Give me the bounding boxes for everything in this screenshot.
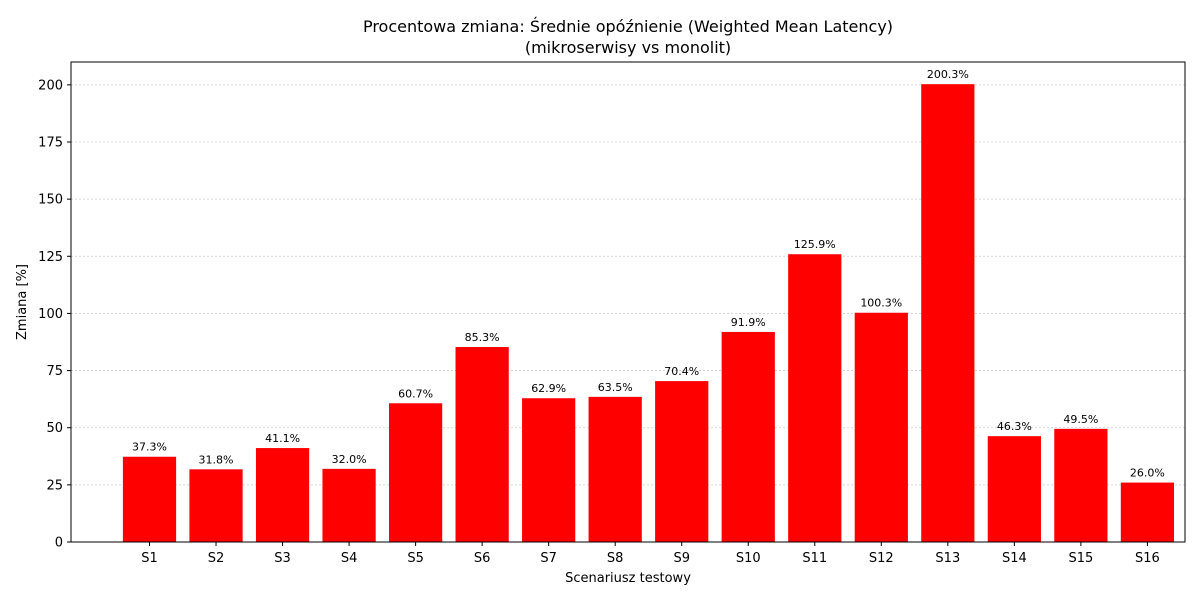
bar-s12 [854, 312, 908, 542]
y-tick-label: 200 [38, 78, 63, 93]
x-tick-label: S16 [1135, 551, 1160, 566]
bar-s15 [1054, 428, 1108, 542]
data-label-s16: 26.0% [1130, 467, 1165, 480]
bar-s5 [389, 403, 443, 542]
bar-s6 [455, 347, 509, 542]
y-tick-label: 25 [46, 478, 63, 493]
x-tick-label: S14 [1002, 551, 1027, 566]
x-tick-label: S12 [869, 551, 894, 566]
data-label-s6: 85.3% [465, 331, 500, 344]
bar-s14 [987, 436, 1041, 542]
data-label-s4: 32.0% [332, 453, 367, 466]
x-axis-ticks: S1 S2 S3 S4 S5 S6 S7 S8 S9 S10 S11 S12 S13 S14 S15 S16 [141, 542, 1160, 566]
x-tick-label: S9 [673, 551, 690, 566]
bar-s13 [921, 84, 975, 543]
x-tick-label: S2 [208, 551, 225, 566]
data-label-s5: 60.7% [398, 387, 433, 400]
x-tick-label: S8 [607, 551, 624, 566]
y-axis-label: Zmiana [%] [15, 264, 30, 340]
bar-s10 [721, 331, 775, 542]
x-tick-label: S10 [736, 551, 761, 566]
data-label-s3: 41.1% [265, 432, 300, 445]
bar-s1 [122, 456, 177, 542]
chart-title-line1: Procentowa zmiana: Średnie opóźnienie (W… [363, 17, 893, 36]
data-label-s14: 46.3% [997, 420, 1032, 433]
x-tick-label: S1 [141, 551, 158, 566]
x-tick-label: S11 [802, 551, 827, 566]
bar-s11 [788, 254, 842, 542]
x-tick-label: S13 [935, 551, 960, 566]
x-tick-label: S6 [474, 551, 491, 566]
data-labels: 37.3% 31.8% 41.1% 32.0% 60.7% 85.3% 62.9% 63.5%… [132, 68, 1165, 479]
chart-title-line2: (mikroserwisy vs monolit) [525, 38, 731, 57]
x-tick-label: S5 [407, 551, 424, 566]
data-label-s7: 62.9% [531, 382, 566, 395]
data-label-s1: 37.3% [132, 441, 167, 454]
y-tick-label: 0 [55, 536, 63, 551]
plot-frame [70, 61, 1186, 543]
bar-s2 [189, 469, 243, 542]
bar-s4 [322, 468, 376, 542]
bar-s8 [588, 396, 642, 542]
y-tick-label: 175 [38, 136, 63, 151]
y-tick-label: 125 [38, 250, 63, 265]
y-tick-label: 150 [38, 193, 63, 208]
y-tick-label: 100 [38, 307, 63, 322]
data-label-s10: 91.9% [731, 316, 766, 329]
x-tick-label: S4 [341, 551, 358, 566]
x-tick-label: S15 [1068, 551, 1093, 566]
bar-s7 [522, 398, 576, 542]
data-label-s15: 49.5% [1063, 413, 1098, 426]
y-tick-label: 75 [46, 364, 63, 379]
data-label-s11: 125.9% [794, 238, 836, 251]
bar-s16 [1120, 482, 1175, 542]
data-label-s9: 70.4% [664, 365, 699, 378]
x-tick-label: S7 [540, 551, 557, 566]
bar-s9 [655, 381, 709, 542]
y-axis-ticks: 0 25 50 75 100 125 150 175 200 [38, 78, 71, 551]
data-label-s12: 100.3% [860, 297, 902, 310]
data-label-s8: 63.5% [598, 381, 633, 394]
y-tick-label: 50 [46, 421, 63, 436]
x-tick-label: S3 [274, 551, 291, 566]
x-axis-label: Scenariusz testowy [565, 571, 691, 586]
bar-s3 [255, 448, 310, 542]
data-label-s2: 31.8% [199, 453, 234, 466]
data-label-s13: 200.3% [927, 68, 969, 81]
bars [122, 84, 1175, 543]
